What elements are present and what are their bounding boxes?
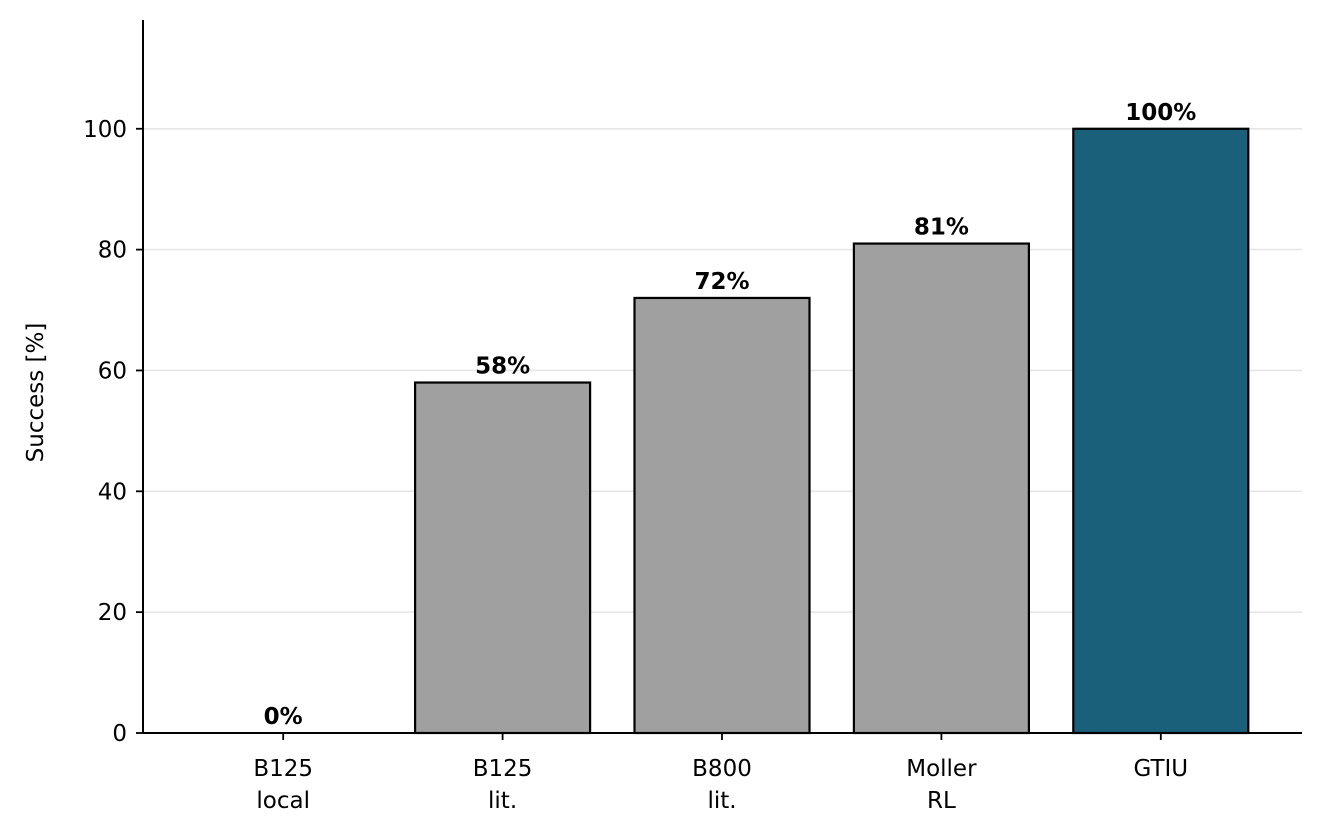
y-tick-label: 0 [112, 721, 127, 747]
bar [633, 296, 811, 735]
axes: 0 20 40 60 80 100 B125 local B125 lit. B800 lit. Mol… [83, 20, 1302, 814]
data-label: 0% [264, 704, 303, 730]
y-tick-label: 100 [83, 117, 127, 143]
x-tick-label: B800 lit. [692, 756, 752, 814]
y-tick-label: 20 [98, 600, 127, 626]
y-axis-label: Success [%] [23, 323, 49, 463]
bar [414, 381, 592, 735]
data-label: 72% [694, 269, 749, 295]
bars [414, 127, 1250, 735]
value-labels: 0% 58% 72% 81% 100% [264, 100, 1197, 730]
y-tick-label: 60 [98, 358, 127, 384]
x-tick-label: B125 lit. [473, 756, 533, 814]
x-tick-label: B125 local [253, 756, 313, 814]
y-tick-label: 40 [98, 479, 127, 505]
data-label: 100% [1125, 100, 1196, 126]
x-tick-label: Moller RL [906, 756, 977, 814]
bar [852, 242, 1031, 735]
bar [1072, 127, 1250, 735]
y-tick-label: 80 [98, 238, 127, 264]
x-tick-label: GTIU [1133, 756, 1188, 782]
data-label: 81% [914, 215, 969, 241]
data-label: 58% [475, 354, 530, 380]
